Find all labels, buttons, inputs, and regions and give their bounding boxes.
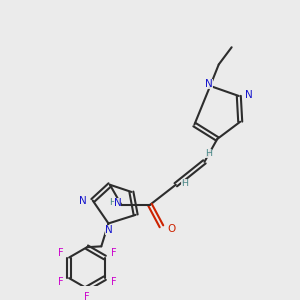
Text: N: N — [245, 89, 253, 100]
Text: N: N — [79, 196, 86, 206]
Text: H: H — [109, 198, 116, 207]
Text: H: H — [182, 179, 188, 188]
Text: H: H — [205, 149, 212, 158]
Text: F: F — [111, 248, 116, 258]
Text: N: N — [205, 79, 213, 88]
Text: F: F — [58, 248, 63, 258]
Text: N: N — [105, 225, 112, 235]
Text: F: F — [84, 292, 90, 300]
Text: N: N — [114, 197, 122, 208]
Text: O: O — [168, 224, 176, 234]
Text: F: F — [58, 278, 63, 287]
Text: F: F — [111, 278, 116, 287]
